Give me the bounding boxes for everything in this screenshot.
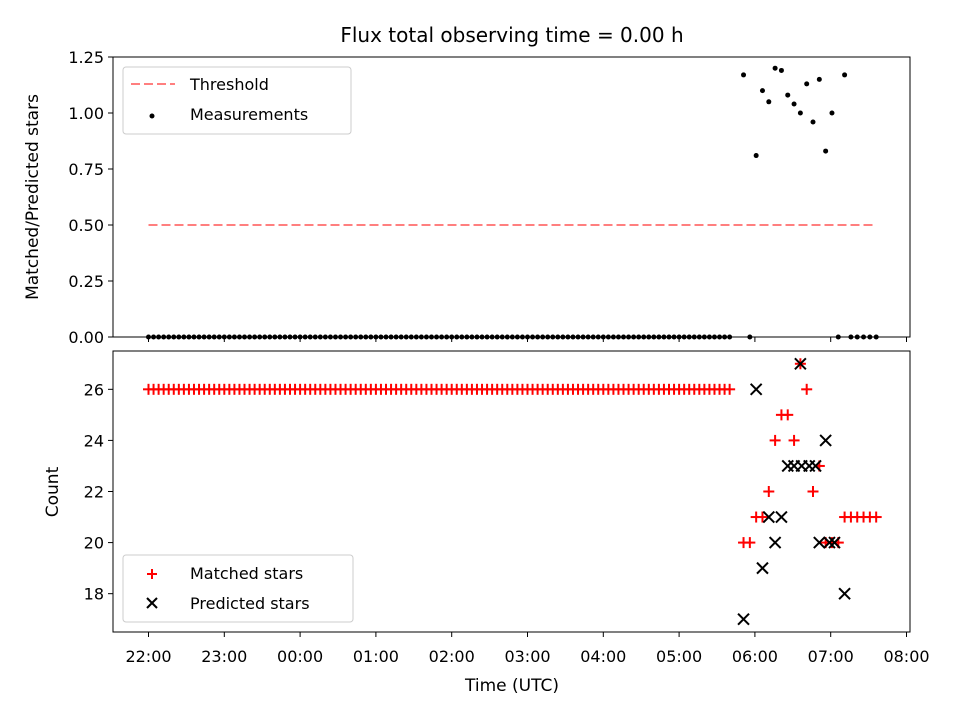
bottom-y-tick-label: 18: [84, 585, 104, 604]
measurement-point: [753, 153, 759, 159]
matched-star-point: [870, 511, 882, 523]
x-tick-label: 04:00: [580, 647, 626, 666]
top-y-tick-label: 0.25: [68, 272, 104, 291]
matched-star-point: [788, 434, 800, 446]
top-y-tick-label: 0.00: [68, 328, 104, 347]
predicted-star-point: [756, 561, 769, 575]
x-tick-label: 08:00: [883, 647, 929, 666]
predicted-star-point: [768, 536, 782, 549]
measurement-point: [804, 81, 810, 87]
bottom-y-tick-label: 24: [84, 431, 104, 450]
x-tick-label: 01:00: [353, 647, 399, 666]
x-tick-label: 06:00: [732, 647, 778, 666]
bottom-y-axis-label: Count: [43, 466, 63, 517]
predicted-star-point: [813, 536, 826, 549]
legend-matched-swatch: [147, 569, 157, 579]
x-axis-label: Time (UTC): [464, 676, 559, 696]
top-y-tick-label: 0.75: [68, 160, 104, 179]
matched-star-point: [763, 486, 775, 497]
predicted-star-point: [819, 434, 832, 447]
predicted-star-point: [749, 383, 763, 396]
top-y-tick-label: 0.50: [68, 216, 104, 235]
measurement-point: [759, 88, 765, 94]
measurement-point: [810, 119, 816, 125]
matched-star-point: [801, 383, 813, 395]
x-tick-label: 07:00: [808, 647, 854, 666]
legend-threshold-label: Threshold: [189, 75, 269, 94]
predicted-star-point: [775, 510, 788, 524]
x-tick-label: 05:00: [656, 647, 702, 666]
x-tick-label: 02:00: [429, 647, 475, 666]
predicted-star-point: [762, 510, 776, 524]
bottom-panel: 18 20 22 24 26 22:00 23:00 00:00 01:00 02:00 03:0…: [43, 350, 930, 696]
x-tick-label: 23:00: [201, 647, 247, 666]
matched-star-point: [756, 511, 768, 523]
matched-star-point: [744, 537, 756, 549]
measurement-point: [785, 92, 791, 98]
predicted-star-point: [809, 459, 822, 473]
top-legend-box: [122, 66, 352, 135]
matched-star-point: [769, 434, 781, 446]
bottom-legend-box: [122, 554, 354, 623]
bottom-y-tick-label: 20: [84, 534, 104, 553]
x-tick-label: 03:00: [504, 647, 550, 666]
legend-measurements-label: Measurements: [190, 105, 308, 124]
chart-title: Flux total observing time = 0.00 h: [340, 23, 683, 47]
bottom-y-tick-label: 22: [84, 483, 104, 502]
predicted-star-point: [828, 536, 841, 549]
matched-star-point: [807, 486, 819, 497]
matched-star-point: [724, 383, 736, 395]
measurement-point: [816, 76, 822, 82]
legend-matched-label: Matched stars: [190, 564, 303, 583]
top-legend: Threshold Measurements: [122, 66, 352, 135]
top-panel: 0.00 0.25 0.50 0.75 1.00 1.25 Matched/Predict…: [23, 48, 911, 347]
measurement-point: [823, 148, 829, 154]
matched-star-point: [782, 409, 794, 421]
bottom-legend: Matched stars Predicted stars: [122, 554, 354, 623]
measurement-point: [791, 101, 797, 107]
measurement-point: [797, 110, 803, 116]
measurement-point: [778, 67, 784, 73]
top-y-tick-label: 1.25: [68, 48, 104, 67]
predicted-star-point: [737, 613, 750, 626]
x-tick-label: 00:00: [277, 647, 323, 666]
top-y-tick-label: 1.00: [68, 104, 104, 123]
predicted-star-point: [838, 587, 851, 600]
legend-predicted-swatch: [146, 597, 158, 609]
measurement-point: [741, 72, 747, 78]
bottom-y-tick-label: 26: [84, 380, 104, 399]
x-tick-label: 22:00: [125, 647, 171, 666]
predicted-star-point: [823, 536, 836, 549]
measurement-point: [829, 110, 835, 116]
legend-measurements-swatch: [149, 113, 155, 119]
measurement-point: [842, 72, 848, 78]
measurement-point: [766, 99, 772, 105]
top-plot-frame: [112, 56, 911, 338]
predicted-star-point: [794, 357, 807, 370]
measurement-point: [772, 65, 778, 71]
top-y-axis-label: Matched/Predicted stars: [23, 94, 43, 300]
legend-predicted-label: Predicted stars: [190, 594, 310, 613]
